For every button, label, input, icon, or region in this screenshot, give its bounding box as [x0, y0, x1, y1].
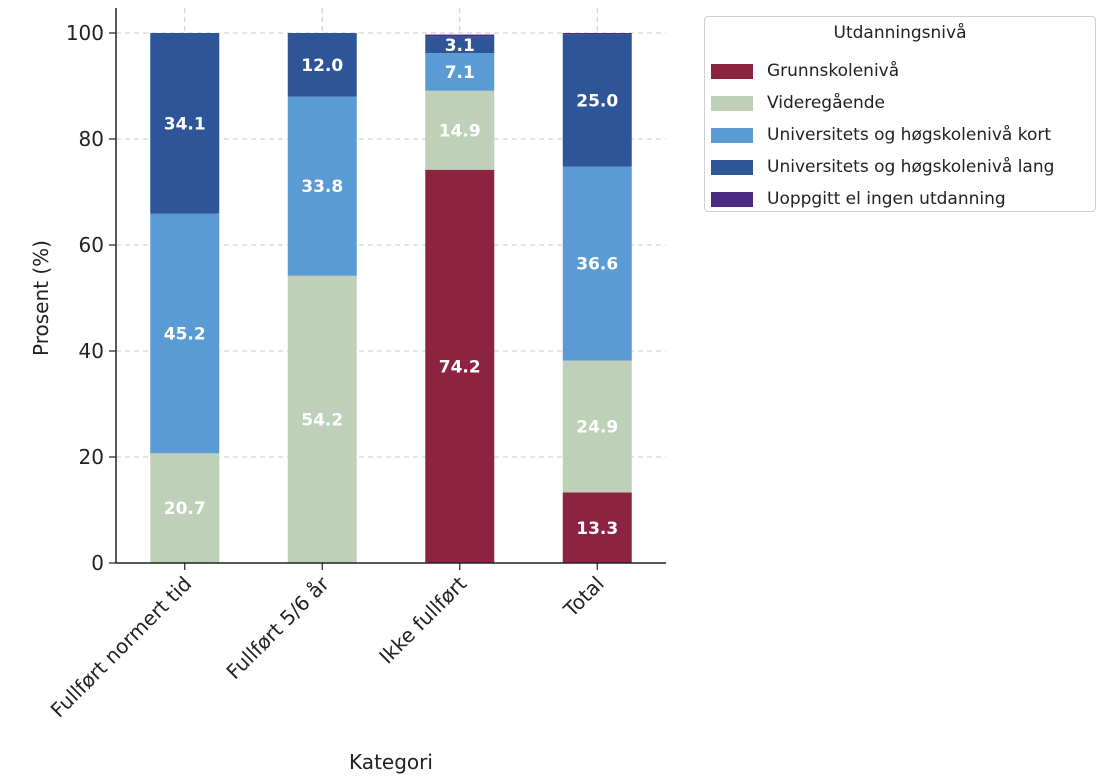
- y-tick-label: 0: [91, 551, 104, 575]
- legend-label: Universitets og høgskolenivå kort: [767, 125, 1051, 145]
- x-tick-label: Total: [558, 572, 609, 623]
- legend-swatch: [711, 159, 753, 175]
- legend-swatch: [711, 191, 753, 207]
- legend-item-uoppgitt: Uoppgitt el ingen utdanning: [711, 187, 1006, 211]
- y-tick-label: 40: [79, 339, 104, 363]
- data-label: 24.9: [576, 418, 618, 438]
- data-label: 12.0: [301, 56, 343, 76]
- data-label: 25.0: [576, 91, 618, 111]
- bar-ikke-fullfort-videregaende: [425, 90, 495, 170]
- data-label: 20.7: [164, 499, 206, 519]
- bar-fullfort-5-6-ar-universitets-og-hogskoleniva-lang: [287, 33, 357, 97]
- bar-ikke-fullfort-universitets-og-hogskoleniva-kort: [425, 53, 495, 91]
- legend-swatch: [711, 95, 753, 111]
- bar-total-universitets-og-hogskoleniva-lang: [562, 34, 632, 167]
- bar-fullfort-5-6-ar-universitets-og-hogskoleniva-kort: [287, 96, 357, 276]
- bar-fullfort-5-6-ar-videregaende: [287, 275, 357, 563]
- legend-swatch: [711, 127, 753, 143]
- y-tick-label: 60: [79, 233, 104, 257]
- bar-fullfort-normert-tid-videregaende: [150, 453, 220, 563]
- data-labels: 20.7 45.2 34.1 54.2 33.8 12.0 74.2 14.9 7.1 3.1 13…: [164, 36, 619, 539]
- data-label: 33.8: [301, 177, 343, 197]
- legend-label: Universitets og høgskolenivå lang: [767, 157, 1055, 177]
- bar-total-universitets-og-hogskoleniva-kort: [562, 166, 632, 361]
- legend-swatch: [711, 63, 753, 79]
- legend-item-universitet-kort: Universitets og høgskolenivå kort: [711, 123, 1051, 147]
- data-label: 3.1: [445, 36, 475, 56]
- data-label: 45.2: [164, 325, 206, 345]
- legend-item-videregaende: Videregående: [711, 91, 885, 115]
- y-axis-title: Prosent (%): [29, 240, 53, 356]
- bars: [150, 33, 632, 564]
- data-label: 74.2: [439, 357, 481, 377]
- data-label: 54.2: [301, 410, 343, 430]
- y-tick-label: 100: [66, 21, 104, 45]
- data-label: 7.1: [445, 63, 475, 83]
- legend-item-universitet-lang: Universitets og høgskolenivå lang: [711, 155, 1054, 179]
- y-tick-label: 20: [79, 445, 104, 469]
- bar-ikke-fullfort-grunnskoleniva: [425, 169, 495, 564]
- bar-ikke-fullfort-universitets-og-hogskoleniva-lang: [425, 36, 495, 54]
- bar-fullfort-normert-tid-universitets-og-hogskoleniva-kort: [150, 213, 220, 454]
- legend-item-grunnskoleniva: Grunnskolenivå: [711, 59, 899, 83]
- bar-ikke-fullfort-uoppgitt-el-ingen-utdanning: [425, 34, 495, 37]
- x-axis-title: Kategori: [349, 750, 433, 774]
- x-tick-label: Fullført 5/6 år: [221, 571, 334, 684]
- x-tick-label: Ikke fullført: [374, 571, 471, 668]
- bar-total-videregaende: [562, 360, 632, 493]
- bar-total-uoppgitt-el-ingen-utdanning: [562, 33, 632, 35]
- data-label: 34.1: [164, 114, 206, 134]
- data-label: 14.9: [439, 121, 481, 141]
- y-tick-label: 80: [79, 127, 104, 151]
- bar-total-grunnskoleniva: [562, 492, 632, 563]
- legend-label: Uoppgitt el ingen utdanning: [767, 189, 1006, 209]
- bar-fullfort-normert-tid-universitets-og-hogskoleniva-lang: [150, 33, 220, 214]
- x-tick-label: Fullført normert tid: [46, 572, 197, 723]
- data-label: 36.6: [576, 255, 618, 275]
- legend: Utdanningsnivå Grunnskolenivå Videregåen…: [704, 16, 1096, 212]
- legend-label: Videregående: [767, 93, 885, 113]
- legend-label: Grunnskolenivå: [767, 61, 900, 81]
- legend-title: Utdanningsnivå: [833, 23, 967, 43]
- data-label: 13.3: [576, 519, 618, 539]
